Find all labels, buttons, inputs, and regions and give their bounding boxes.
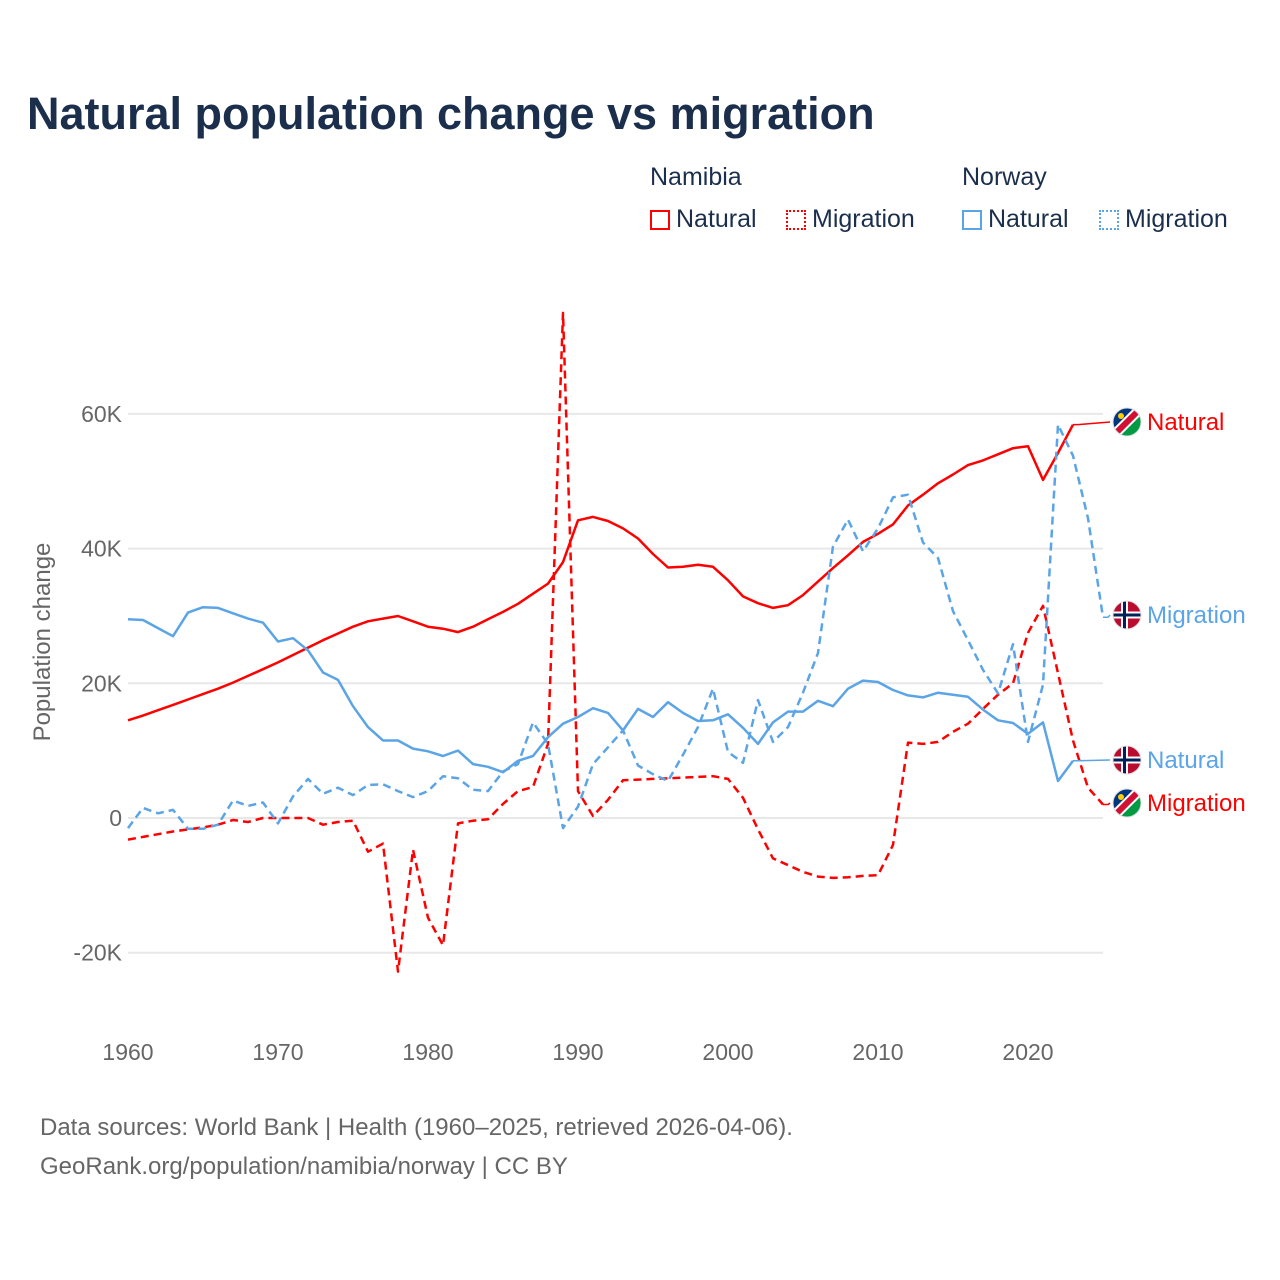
norway-flag-icon bbox=[1112, 745, 1142, 775]
y-tick-label: 20K bbox=[81, 670, 123, 696]
legend-label: Natural bbox=[988, 205, 1069, 233]
y-tick-label: 0 bbox=[109, 805, 122, 831]
legend-group-norway: Norway bbox=[962, 163, 1047, 191]
y-tick-label: 60K bbox=[81, 401, 123, 427]
legend-item-namibia-natural[interactable]: Natural bbox=[650, 205, 757, 234]
x-tick-label: 1970 bbox=[252, 1039, 303, 1065]
x-tick-label: 2020 bbox=[1002, 1039, 1053, 1065]
end-label-connector bbox=[1103, 614, 1111, 619]
legend-item-namibia-migration[interactable]: Migration bbox=[786, 205, 915, 234]
end-label-namibia-migration: Migration bbox=[1147, 790, 1246, 817]
norway-flag-icon bbox=[1112, 600, 1142, 630]
end-label-connector bbox=[1103, 802, 1111, 806]
chart-title: Natural population change vs migration bbox=[27, 88, 875, 139]
y-tick-label: 40K bbox=[81, 536, 123, 562]
series-line-namibia-natural[interactable] bbox=[127, 424, 1075, 722]
legend-item-norway-migration[interactable]: Migration bbox=[1099, 205, 1228, 234]
y-tick-label: -20K bbox=[73, 940, 122, 966]
x-tick-label: 2010 bbox=[852, 1039, 903, 1065]
x-tick-label: 2000 bbox=[702, 1039, 753, 1065]
legend-swatch-dotted-blue bbox=[1099, 209, 1119, 230]
legend-label: Natural bbox=[676, 205, 757, 233]
legend-swatch-dotted-red bbox=[786, 209, 806, 230]
legend-swatch-solid-red bbox=[650, 209, 670, 230]
legend-label: Migration bbox=[812, 205, 915, 233]
legend-item-norway-natural[interactable]: Natural bbox=[962, 205, 1069, 234]
legend-label: Migration bbox=[1125, 205, 1228, 233]
series-line-namibia-migration[interactable] bbox=[127, 311, 1104, 973]
series-line-norway-migration[interactable] bbox=[126, 423, 1105, 831]
y-axis-label: Population change bbox=[29, 543, 56, 742]
namibia-flag-icon bbox=[1112, 788, 1142, 818]
end-label-connector bbox=[1073, 759, 1111, 762]
footer: Data sources: World Bank | Health (1960–… bbox=[40, 1108, 793, 1186]
end-label-namibia-natural: Natural bbox=[1147, 409, 1224, 436]
legend-swatch-solid-blue bbox=[962, 209, 982, 230]
footer-sources: Data sources: World Bank | Health (1960–… bbox=[40, 1114, 793, 1141]
end-label-connector bbox=[1073, 421, 1111, 426]
legend-group-namibia: Namibia bbox=[650, 163, 742, 191]
x-tick-label: 1990 bbox=[552, 1039, 603, 1065]
x-tick-label: 1960 bbox=[102, 1039, 153, 1065]
footer-url[interactable]: GeoRank.org/population/namibia/norway | … bbox=[40, 1153, 568, 1180]
x-tick-label: 1980 bbox=[402, 1039, 453, 1065]
series-line-norway-natural[interactable] bbox=[127, 605, 1075, 783]
end-label-norway-migration: Migration bbox=[1147, 602, 1246, 629]
namibia-flag-icon bbox=[1112, 407, 1142, 437]
end-label-norway-natural: Natural bbox=[1147, 747, 1224, 774]
